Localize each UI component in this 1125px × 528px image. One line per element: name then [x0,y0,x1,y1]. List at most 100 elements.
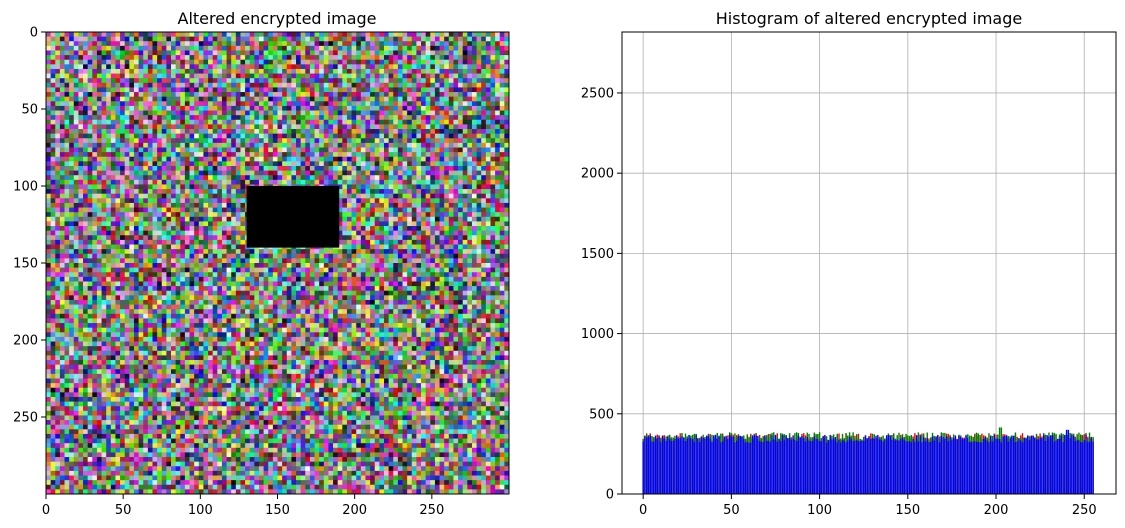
noise-cell [69,96,75,102]
noise-cell [453,230,459,236]
noise-cell [69,82,75,88]
noise-cell [124,133,130,139]
noise-cell [83,82,89,88]
noise-cell [504,32,510,38]
noise-cell [439,110,445,116]
noise-cell [453,101,459,107]
noise-cell [370,138,376,144]
noise-cell [194,147,200,153]
noise-cell [360,119,366,125]
noise-cell [226,133,232,139]
noise-cell [157,189,163,195]
noise-cell [87,147,93,153]
noise-cell [379,221,385,227]
noise-cell [328,45,334,51]
noise-cell [249,138,255,144]
noise-cell [374,212,380,218]
noise-cell [286,68,292,74]
noise-cell [323,258,329,264]
noise-cell [138,152,144,158]
noise-cell [55,68,61,74]
noise-cell [296,152,302,158]
noise-cell [208,175,214,181]
noise-cell [462,119,468,125]
noise-cell [453,50,459,56]
noise-cell [203,32,209,38]
noise-cell [379,50,385,56]
noise-cell [194,165,200,171]
noise-cell [291,110,297,116]
noise-cell [425,226,431,232]
noise-cell [189,249,195,255]
noise-cell [143,170,149,176]
noise-cell [407,36,413,42]
noise-cell [365,165,371,171]
noise-cell [217,189,223,195]
noise-cell [388,161,394,167]
noise-cell [110,64,116,70]
noise-cell [328,170,334,176]
noise-cell [92,239,98,245]
noise-cell [212,193,218,199]
noise-cell [115,165,121,171]
noise-cell [411,82,417,88]
noise-cell [55,101,61,107]
noise-cell [490,202,496,208]
noise-cell [351,230,357,236]
noise-cell [110,258,116,264]
noise-cell [240,50,246,56]
noise-cell [231,221,237,227]
noise-cell [499,32,505,38]
noise-cell [78,175,84,181]
noise-cell [365,105,371,111]
noise-cell [439,212,445,218]
noise-cell [430,73,436,79]
noise-cell [337,133,343,139]
noise-cell [189,115,195,121]
noise-cell [360,235,366,241]
noise-cell [370,156,376,162]
noise-cell [115,41,121,47]
noise-cell [106,161,112,167]
noise-cell [365,50,371,56]
noise-cell [481,36,487,42]
noise-cell [231,133,237,139]
noise-cell [240,258,246,264]
noise-cell [444,124,450,130]
noise-cell [92,82,98,88]
noise-cell [383,142,390,148]
noise-cell [120,165,126,171]
noise-cell [180,78,186,84]
noise-cell [499,45,505,51]
noise-cell [462,82,468,88]
noise-cell [152,41,158,47]
noise-cell [277,165,283,171]
noise-cell [147,202,153,208]
noise-cell [217,32,223,38]
noise-cell [254,161,260,167]
noise-cell [388,202,394,208]
noise-cell [282,110,288,116]
noise-cell [73,124,79,130]
noise-cell [434,189,440,195]
noise-cell [166,124,172,130]
noise-cell [73,170,79,176]
noise-cell [346,235,352,241]
noise-cell [263,96,269,102]
noise-cell [87,235,93,241]
noise-cell [268,133,274,139]
noise-cell [147,258,153,264]
noise-cell [175,96,181,102]
noise-cell [143,64,149,70]
noise-cell [152,230,158,236]
noise-cell [203,78,209,84]
noise-cell [143,32,149,38]
noise-cell [138,253,144,259]
noise-cell [374,55,380,61]
noise-cell [161,55,167,61]
noise-cell [258,101,265,107]
noise-cell [430,221,436,227]
noise-cell [143,133,149,139]
noise-cell [106,239,112,245]
noise-cell [147,147,153,153]
